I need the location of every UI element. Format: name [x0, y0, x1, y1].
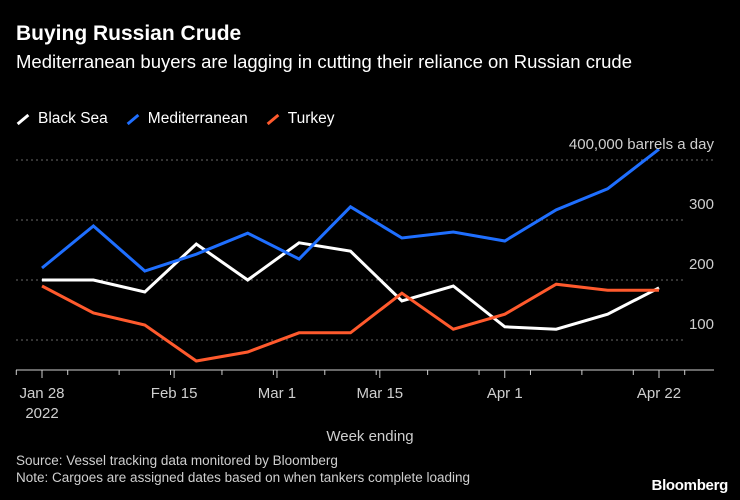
y-tick-label: 300	[689, 196, 714, 213]
legend-item-turkey: Turkey	[266, 110, 335, 128]
x-tick-label: Mar 15	[356, 385, 403, 402]
axis-labels: 100 200 300 400,000 barrels a day Jan 28 2022…	[19, 136, 714, 445]
x-tick-label: Apr 1	[487, 385, 523, 402]
legend-label-turkey: Turkey	[287, 110, 335, 127]
legend-item-mediterranean: Mediterranean	[126, 110, 248, 128]
y-tick-label: 100	[689, 316, 714, 333]
chart-legend: Black Sea Mediterranean Turkey	[16, 110, 353, 128]
series-line-black-sea	[42, 241, 660, 331]
bloomberg-logo: Bloomberg	[651, 477, 729, 494]
gridlines	[16, 159, 714, 341]
y-tick-label: 200	[689, 256, 714, 273]
x-tick-sublabel: 2022	[25, 405, 58, 422]
x-tick-label: Feb 15	[151, 385, 198, 402]
x-tick-label: Mar 1	[258, 385, 296, 402]
legend-label-mediterranean: Mediterranean	[147, 110, 248, 127]
source-text: Source: Vessel tracking data monitored b…	[16, 453, 338, 468]
x-axis	[15, 369, 714, 378]
legend-item-black-sea: Black Sea	[16, 110, 108, 128]
chart-footnotes: Source: Vessel tracking data monitored b…	[16, 452, 470, 486]
x-tick-label: Apr 22	[637, 385, 681, 402]
chart-title: Buying Russian Crude	[16, 22, 242, 45]
series-lines	[41, 148, 660, 363]
series-line-mediterranean	[41, 148, 660, 273]
series-line-turkey	[41, 282, 659, 363]
y-unit-label: 400,000 barrels a day	[569, 136, 715, 153]
chart-subtitle: Mediterranean buyers are lagging in cutt…	[16, 51, 632, 72]
legend-label-black-sea: Black Sea	[38, 110, 108, 127]
note-text: Note: Cargoes are assigned dates based o…	[16, 470, 471, 485]
line-chart: 100 200 300 400,000 barrels a day Jan 28 2022…	[15, 136, 714, 445]
x-tick-label: Jan 28	[19, 385, 64, 402]
x-axis-title: Week ending	[326, 428, 413, 445]
